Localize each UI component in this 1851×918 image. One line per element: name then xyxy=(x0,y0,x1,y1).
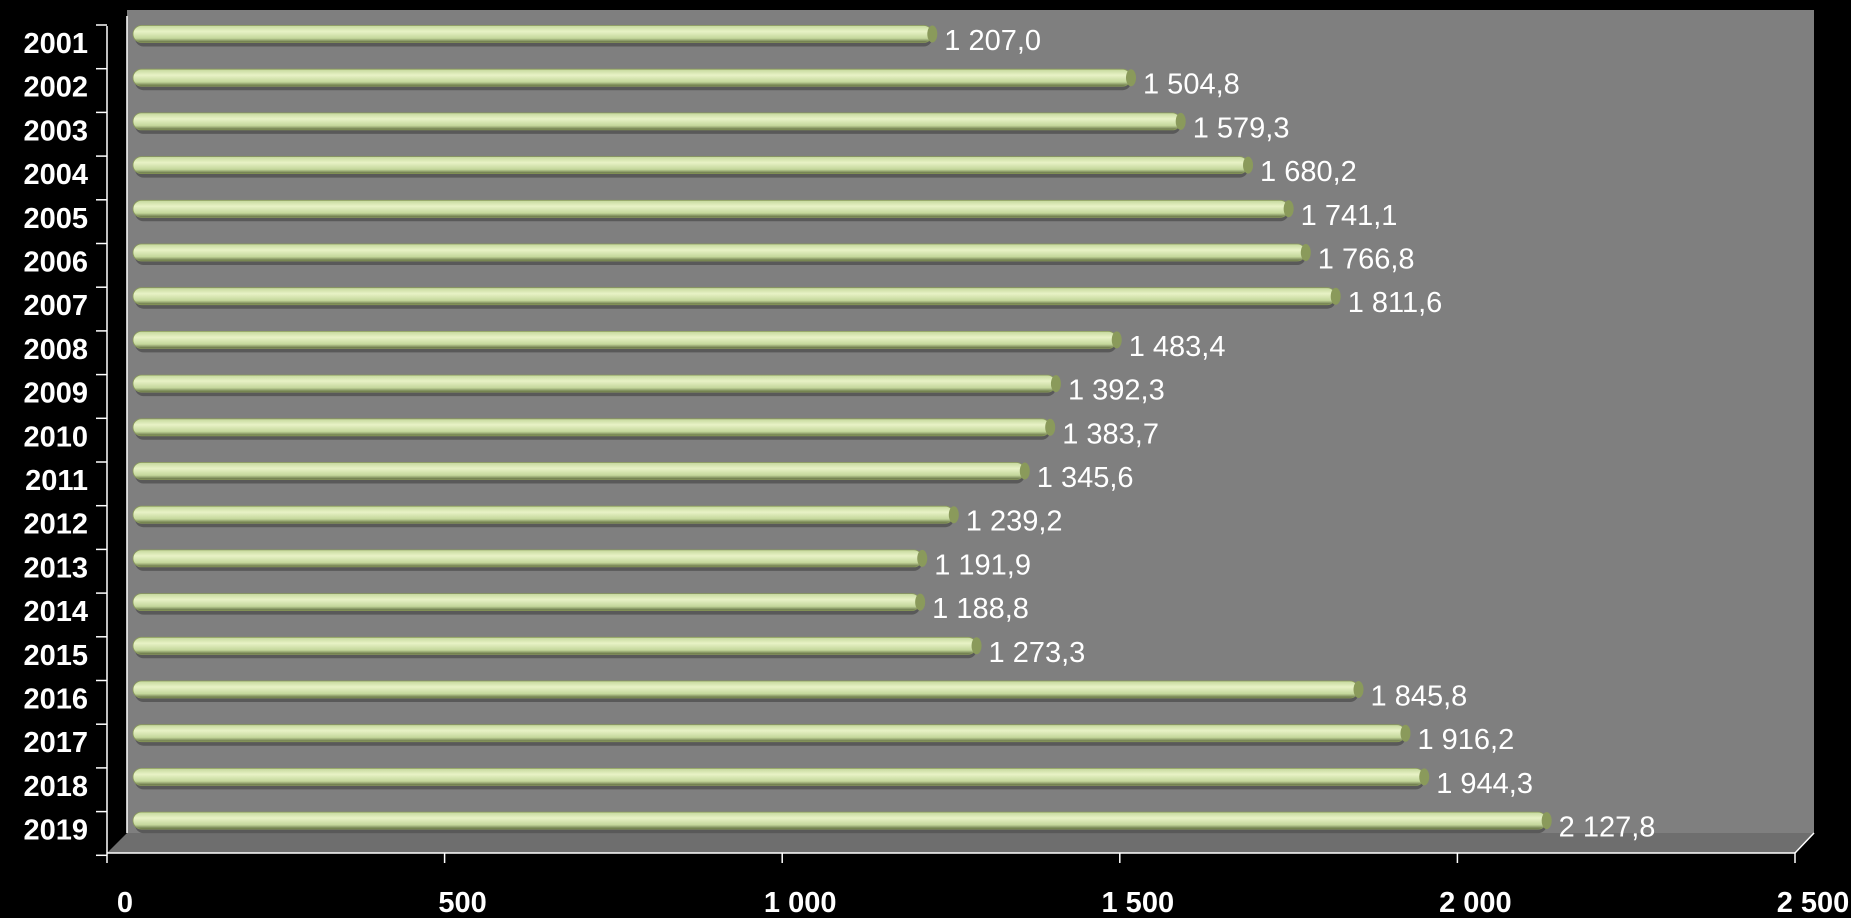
data-label: 1 239,2 xyxy=(966,506,1063,538)
axes-group xyxy=(96,16,1815,863)
bar-end-cap xyxy=(971,637,982,655)
data-label: 1 579,3 xyxy=(1193,112,1290,144)
y-tick-label: 2015 xyxy=(23,640,88,672)
bar-end-cap xyxy=(915,593,926,611)
bar-end-cap xyxy=(1111,331,1122,349)
y-tick-label: 2019 xyxy=(23,815,88,847)
data-label: 1 392,3 xyxy=(1068,375,1165,407)
bar xyxy=(132,724,1406,743)
data-label: 1 944,3 xyxy=(1436,768,1533,800)
bar-end-cap xyxy=(1175,112,1186,130)
x-tick-label: 2 500 xyxy=(1777,887,1850,918)
bar xyxy=(132,287,1337,306)
data-label: 1 191,9 xyxy=(934,549,1031,581)
bar-end-cap xyxy=(1243,156,1254,174)
y-tick-label: 2014 xyxy=(23,596,88,628)
y-tick-label: 2018 xyxy=(23,771,88,803)
bar-end-cap xyxy=(1019,462,1030,480)
bar xyxy=(132,25,933,43)
y-tick-label: 2013 xyxy=(23,552,88,584)
bar xyxy=(132,199,1290,218)
bar-end-cap xyxy=(1300,244,1311,261)
bar xyxy=(132,112,1182,131)
data-label: 2 127,8 xyxy=(1559,812,1656,844)
bar-end-cap xyxy=(917,549,928,567)
bar-end-cap xyxy=(1330,287,1341,305)
bar xyxy=(132,811,1548,830)
x-axis-depth-line xyxy=(1794,832,1815,854)
bar xyxy=(132,768,1425,786)
labels-group: 2001 1 207,0 2002 1 504,8 2003 1 579,3 2004 1 6… xyxy=(23,25,1849,918)
y-tick-label: 2009 xyxy=(23,378,88,410)
bar-end-cap xyxy=(1050,375,1061,393)
y-tick-label: 2012 xyxy=(23,509,88,541)
bar xyxy=(132,680,1359,699)
y-tick-label: 2001 xyxy=(23,28,88,60)
bar-end-cap xyxy=(1126,69,1137,87)
bar-end-cap xyxy=(948,506,959,524)
data-label: 1 273,3 xyxy=(989,637,1086,669)
y-tick-label: 2010 xyxy=(23,421,88,453)
bar-end-cap xyxy=(1419,768,1430,786)
bar-end-cap xyxy=(927,25,938,43)
y-tick-label: 2007 xyxy=(23,290,88,322)
bar xyxy=(132,418,1051,437)
y-tick-label: 2016 xyxy=(23,684,88,716)
bar-end-cap xyxy=(1541,812,1552,830)
bar xyxy=(132,68,1132,87)
y-tick-label: 2004 xyxy=(23,159,88,191)
y-tick-label: 2005 xyxy=(23,203,88,235)
data-label: 1 188,8 xyxy=(932,593,1029,625)
x-tick-label: 1 000 xyxy=(764,887,837,918)
bar-end-cap xyxy=(1283,200,1294,218)
bar xyxy=(132,636,977,655)
data-label: 1 504,8 xyxy=(1143,69,1240,101)
y-tick-label: 2003 xyxy=(23,115,88,147)
y-tick-label: 2011 xyxy=(25,465,88,497)
bar xyxy=(132,330,1118,349)
x-tick-label: 1 500 xyxy=(1102,887,1175,918)
data-label: 1 383,7 xyxy=(1062,418,1159,450)
y-tick-label: 2002 xyxy=(23,72,88,104)
y-tick-label: 2006 xyxy=(23,247,88,279)
bar xyxy=(132,156,1249,175)
x-tick-label: 0 xyxy=(117,887,133,918)
data-label: 1 811,6 xyxy=(1348,287,1443,319)
data-label: 1 483,4 xyxy=(1129,331,1226,363)
bars-group xyxy=(132,25,1552,834)
y-tick-label: 2008 xyxy=(23,334,88,366)
bar-end-cap xyxy=(1400,724,1411,742)
data-label: 1 741,1 xyxy=(1301,200,1398,232)
y-tick-label: 2017 xyxy=(23,727,88,759)
data-label: 1 845,8 xyxy=(1371,681,1468,713)
bar xyxy=(132,462,1026,480)
bar xyxy=(132,243,1307,262)
x-tick-label: 500 xyxy=(438,887,486,918)
bar xyxy=(132,593,921,611)
data-label: 1 766,8 xyxy=(1318,244,1415,276)
bar-end-cap xyxy=(1353,681,1364,698)
data-label: 1 345,6 xyxy=(1037,462,1134,494)
data-label: 1 916,2 xyxy=(1417,724,1514,756)
x-tick-label: 2 000 xyxy=(1439,887,1512,918)
data-label: 1 680,2 xyxy=(1260,156,1357,188)
bar xyxy=(132,505,955,524)
data-label: 1 207,0 xyxy=(944,25,1041,57)
bar-end-cap xyxy=(1045,418,1056,436)
bar xyxy=(132,374,1057,393)
bar xyxy=(132,549,923,568)
plot-floor xyxy=(107,833,1814,853)
